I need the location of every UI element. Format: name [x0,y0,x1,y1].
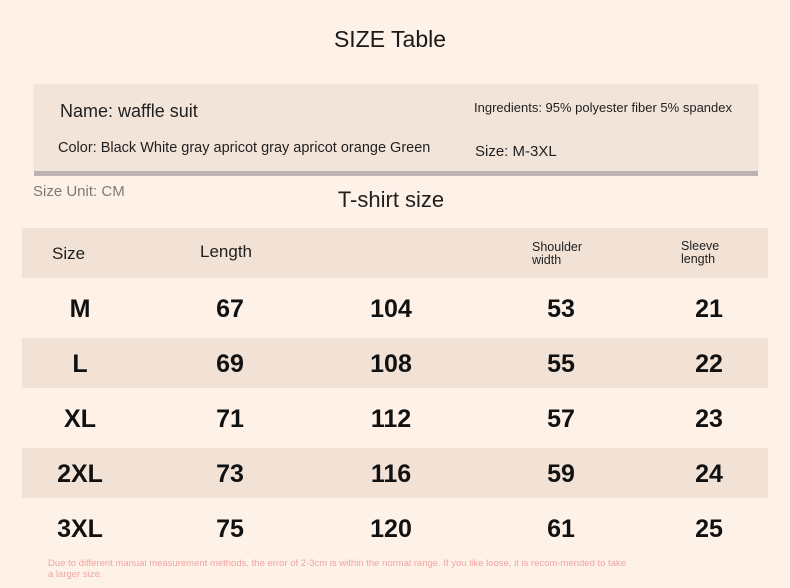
table-cell-size: L [72,350,88,378]
table-header-band [22,228,768,278]
header-shoulder-width: Shoulder width [532,240,583,267]
page-title: SIZE Table [333,26,447,52]
product-size-range: Size: M-3XL [475,143,557,160]
table-cell-shoulder: 59 [547,460,575,488]
table-cell-chest: 104 [370,295,412,323]
table-cell-length: 67 [216,295,244,323]
table-cell-length: 73 [216,460,244,488]
header-length: Length [200,242,252,261]
divider [34,171,758,176]
table-cell-length: 75 [216,515,244,543]
table-cell-chest: 112 [370,405,412,433]
table-cell-chest: 120 [370,515,412,543]
product-info-panel [34,84,758,171]
table-cell-shoulder: 61 [547,515,575,543]
table-cell-size: 2XL [57,460,103,488]
table-cell-shoulder: 55 [547,350,575,378]
measurement-note: Due to different manual measurement meth… [48,558,627,580]
table-cell-sleeve: 21 [695,295,723,323]
table-cell-sleeve: 22 [695,350,723,378]
table-cell-chest: 108 [370,350,412,378]
table-cell-size: 3XL [57,515,103,543]
table-row-band [22,448,768,498]
table-cell-size: M [69,295,91,323]
table-row-band [22,338,768,388]
table-cell-sleeve: 25 [695,515,723,543]
table-cell-sleeve: 23 [695,405,723,433]
product-name: Name: waffle suit [60,101,198,121]
table-cell-chest: 116 [370,460,412,488]
header-size: Size [52,244,86,263]
table-cell-shoulder: 53 [547,295,575,323]
table-cell-length: 71 [216,405,244,433]
product-colors: Color: Black White gray apricot gray apr… [58,140,431,156]
product-ingredients: Ingredients: 95% polyester fiber 5% span… [474,100,732,115]
table-cell-shoulder: 57 [547,405,575,433]
table-cell-length: 69 [216,350,244,378]
header-sleeve-length: Sleeve length [681,239,720,266]
table-title: T-shirt size [337,187,445,212]
table-cell-sleeve: 24 [695,460,723,488]
table-cell-size: XL [64,405,96,433]
size-unit-label: Size Unit: CM [33,183,125,200]
